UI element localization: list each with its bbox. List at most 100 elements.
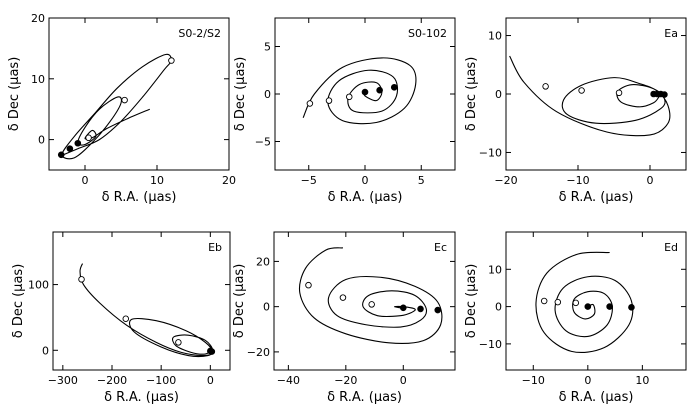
- y-tick-label: 0: [38, 134, 45, 147]
- x-tick-label: 0: [400, 374, 407, 387]
- open-marker: [540, 297, 548, 305]
- y-tick-label: 5: [264, 41, 271, 54]
- filled-marker: [584, 303, 592, 310]
- x-axis-label: δ R.A. (μas): [559, 190, 634, 205]
- open-marker: [325, 97, 333, 104]
- x-tick-label: 0: [584, 374, 591, 387]
- panel-6: −10 0 10 −10 0 10 Ed δ R.A. (μas) δ Dec (μas): [464, 231, 687, 405]
- x-tick-label: −20: [494, 174, 517, 187]
- y-axis-label: δ Dec (μas): [464, 264, 479, 339]
- x-tick-label: −10: [522, 374, 545, 387]
- x-axis-label: δ R.A. (μas): [559, 390, 634, 405]
- y-tick-label: 0: [263, 301, 270, 314]
- panel-3: −20 −10 0 −10 0 10 Ea δ R.A. (μas) δ Dec (μas): [464, 17, 687, 205]
- filled-marker: [399, 304, 407, 312]
- filled-marker: [390, 84, 398, 91]
- filled-marker: [208, 348, 216, 355]
- axes-frame: [505, 231, 687, 371]
- filled-marker: [57, 151, 65, 159]
- filled-marker: [661, 91, 668, 98]
- y-tick-label: −10: [479, 338, 502, 351]
- y-tick-label: 100: [28, 279, 49, 292]
- orbit-curve: [79, 263, 214, 357]
- filled-marker: [606, 303, 613, 310]
- y-axis-label: δ Dec (μas): [233, 57, 248, 132]
- filled-marker: [434, 306, 442, 314]
- y-tick-label: 20: [31, 12, 45, 25]
- filled-marker: [361, 88, 369, 96]
- x-tick-label: 0: [362, 174, 369, 187]
- open-marker: [572, 299, 580, 307]
- panel-title: Ec: [434, 241, 447, 254]
- y-axis-label: δ Dec (μas): [11, 264, 26, 339]
- x-tick-label: −10: [566, 174, 589, 187]
- open-marker: [306, 100, 314, 107]
- open-marker: [121, 96, 128, 104]
- x-tick-label: 0: [647, 174, 654, 187]
- x-tick-label: −20: [334, 374, 357, 387]
- x-axis-label: δ R.A. (μas): [104, 390, 179, 405]
- y-tick-label: 10: [31, 73, 45, 86]
- axes-frame: [273, 231, 456, 371]
- orbit-curve: [535, 251, 634, 353]
- x-tick-label: 0: [82, 174, 89, 187]
- panel-2: −5 0 5 −5 0 5 S0-102 δ R.A. (μas) δ Dec (μas): [233, 17, 456, 205]
- x-tick-label: 20: [222, 174, 236, 187]
- x-tick-label: −300: [48, 374, 78, 387]
- y-tick-label: 0: [495, 88, 502, 101]
- open-marker: [554, 298, 562, 306]
- x-tick-label: 10: [150, 174, 164, 187]
- y-tick-label: 0: [42, 344, 49, 357]
- open-marker: [78, 276, 85, 283]
- open-marker: [85, 134, 92, 142]
- filled-marker: [628, 304, 635, 311]
- open-marker: [368, 301, 375, 308]
- y-axis-label: δ Dec (μas): [7, 57, 22, 132]
- axes-frame: [52, 231, 231, 371]
- axes-frame: [48, 17, 230, 171]
- open-marker: [175, 339, 182, 346]
- open-marker: [615, 89, 623, 97]
- open-marker: [578, 87, 585, 94]
- y-tick-label: 10: [488, 263, 502, 276]
- filled-marker: [74, 139, 82, 147]
- filled-marker: [376, 86, 383, 94]
- orbit-curve: [302, 57, 417, 125]
- y-tick-label: −20: [247, 346, 270, 359]
- y-tick-label: 0: [264, 88, 271, 101]
- x-axis-label: δ R.A. (μas): [102, 190, 177, 205]
- panel-title: Ed: [664, 241, 678, 254]
- y-tick-label: −5: [255, 136, 271, 149]
- x-axis-label: δ R.A. (μas): [328, 190, 403, 205]
- y-tick-label: −10: [479, 146, 502, 159]
- y-axis-label: δ Dec (μas): [464, 57, 479, 132]
- y-axis-label: δ Dec (μas): [232, 264, 247, 339]
- filled-marker: [417, 305, 424, 313]
- orbit-curve: [298, 247, 443, 344]
- panel-title: Eb: [208, 241, 222, 254]
- panel-title: Ea: [664, 27, 678, 40]
- open-marker: [339, 294, 347, 301]
- panel-title: S0-102: [408, 27, 447, 40]
- panel-1: 0 10 20 0 10 20 S0-2/S2 δ R.A. (μas) δ Dec (μas): [7, 12, 236, 205]
- open-marker: [168, 57, 175, 64]
- y-tick-label: 20: [256, 255, 270, 268]
- open-marker: [542, 83, 549, 90]
- panel-4: −300 −200 −100 0 0 100 Eb δ R.A. (μas) δ Dec (μa…: [11, 231, 231, 405]
- y-tick-label: 0: [495, 301, 502, 314]
- x-tick-label: −5: [301, 174, 317, 187]
- open-marker: [346, 93, 353, 101]
- panel-title: S0-2/S2: [178, 27, 221, 40]
- x-tick-label: −100: [146, 374, 176, 387]
- x-tick-label: 0: [207, 374, 214, 387]
- x-tick-label: −40: [277, 374, 300, 387]
- open-marker: [305, 281, 312, 289]
- orbit-curve: [61, 53, 172, 160]
- y-tick-label: 10: [488, 30, 502, 43]
- filled-marker: [66, 145, 74, 153]
- panel-5: −40 −20 0 −20 0 20 Ec δ R.A. (μas) δ Dec (μas): [232, 231, 456, 405]
- x-tick-label: 10: [635, 374, 649, 387]
- open-marker: [122, 315, 130, 322]
- x-axis-label: δ R.A. (μas): [327, 390, 402, 405]
